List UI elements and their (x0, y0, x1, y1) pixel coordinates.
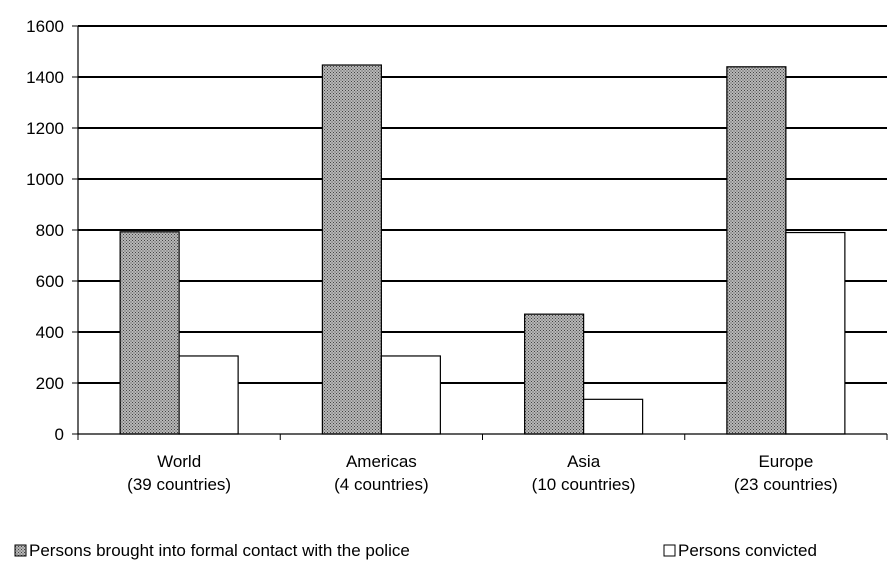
y-tick-label: 1400 (26, 68, 64, 87)
bar-police-contact-1 (321, 64, 382, 435)
bar-police-contact-2 (524, 313, 585, 435)
y-tick-label: 0 (55, 425, 64, 444)
y-tick-label: 400 (36, 323, 64, 342)
bar-police-contact-0 (119, 231, 180, 435)
axes (77, 26, 888, 440)
legend-swatch (14, 544, 27, 557)
legend: Persons brought into formal contact with… (14, 541, 817, 560)
bar-convicted-0 (178, 355, 239, 435)
category-label: World (157, 452, 201, 471)
category-sublabel: (39 countries) (127, 475, 231, 494)
y-tick-label: 1000 (26, 170, 64, 189)
legend-label: Persons brought into formal contact with… (29, 541, 410, 560)
category-sublabel: (23 countries) (734, 475, 838, 494)
bar-convicted-2 (583, 398, 644, 435)
y-tick-label: 200 (36, 374, 64, 393)
category-label: Asia (567, 452, 601, 471)
category-label: Americas (346, 452, 417, 471)
bar-convicted-1 (380, 355, 441, 435)
y-tick-label: 800 (36, 221, 64, 240)
y-tick-label: 1600 (26, 17, 64, 36)
y-tick-label: 600 (36, 272, 64, 291)
category-sublabel: (10 countries) (532, 475, 636, 494)
bar-police-contact-3 (726, 66, 787, 435)
category-label: Europe (758, 452, 813, 471)
bars (119, 64, 846, 435)
legend-swatch (663, 544, 676, 557)
legend-label: Persons convicted (678, 541, 817, 560)
bar-convicted-3 (785, 231, 846, 435)
category-sublabel: (4 countries) (334, 475, 428, 494)
y-tick-label: 1200 (26, 119, 64, 138)
y-axis-ticks: 0 200 400 600 800 1000 1200 1400 1600 (26, 17, 78, 444)
gridlines (78, 25, 887, 384)
x-axis-labels: World (39 countries) Americas (4 countries)… (127, 452, 838, 494)
